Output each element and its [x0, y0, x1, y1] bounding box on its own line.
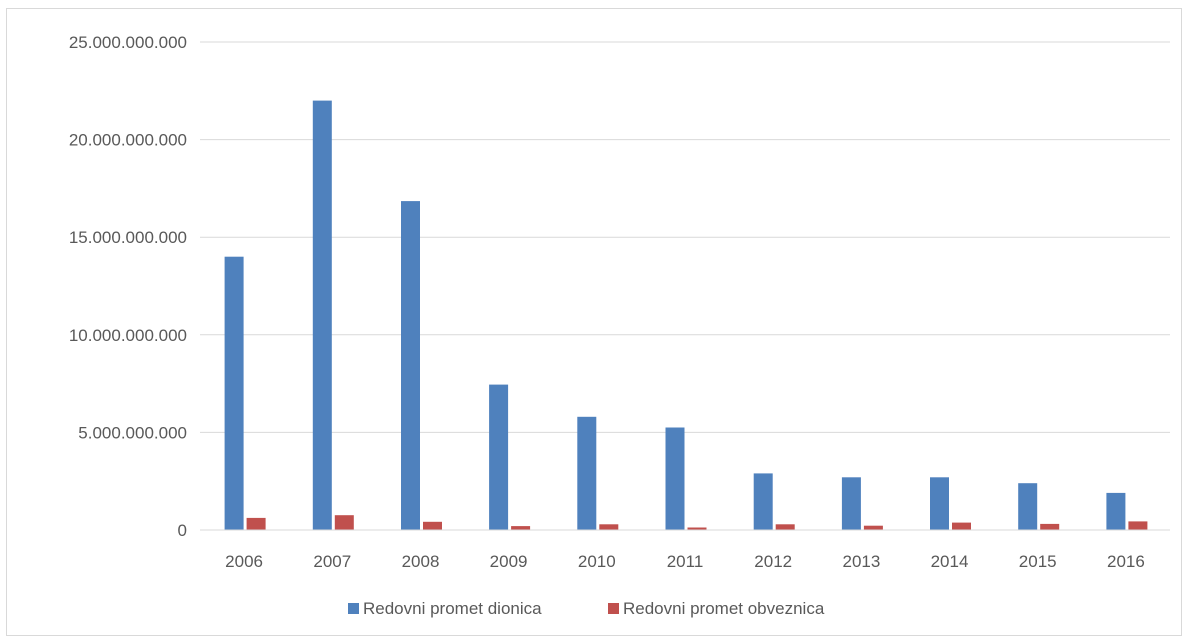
bar-dionica-2014: [930, 477, 949, 530]
x-tick-label: 2015: [1019, 552, 1057, 571]
x-tick-label: 2009: [490, 552, 528, 571]
x-tick-label: 2008: [402, 552, 440, 571]
chart-frame: [6, 8, 1182, 636]
y-tick-label: 20.000.000.000: [69, 131, 187, 150]
bar-obveznica-2011: [687, 527, 707, 530]
bar-dionica-2007: [312, 100, 332, 530]
x-tick-label: 2012: [754, 552, 792, 571]
y-axis-tick-labels: 0 5.000.000.000 10.000.000.000 15.000.000.0…: [69, 33, 187, 540]
bar-obveznica-2014: [952, 522, 971, 530]
bar-dionica-2009: [489, 384, 509, 530]
x-tick-label: 2010: [578, 552, 616, 571]
x-tick-label: 2014: [931, 552, 969, 571]
bar-dionica-2016: [1106, 492, 1126, 530]
x-tick-label: 2006: [225, 552, 263, 571]
y-tick-label: 0: [178, 521, 187, 540]
y-tick-label: 25.000.000.000: [69, 33, 187, 52]
bar-dionica-2015: [1018, 483, 1038, 530]
bar-obveznica-2015: [1040, 523, 1060, 530]
bar-dionica-2008: [401, 201, 420, 530]
bar-dionica-2010: [577, 416, 597, 530]
bar-obveznica-2013: [863, 525, 883, 530]
gridlines: [200, 41, 1170, 433]
legend-label: Redovni promet obveznica: [623, 599, 825, 618]
bar-dionica-2006: [224, 256, 244, 530]
x-tick-label: 2016: [1107, 552, 1145, 571]
legend-swatch: [608, 603, 619, 614]
bar-obveznica-2009: [511, 526, 531, 530]
legend: Redovni promet dionica Redovni promet obv…: [348, 599, 825, 618]
bar-obveznica-2008: [423, 521, 442, 530]
bars: [224, 100, 1148, 530]
x-tick-label: 2011: [667, 552, 704, 571]
y-tick-label: 5.000.000.000: [78, 423, 187, 442]
bar-dionica-2012: [753, 473, 773, 530]
x-tick-label: 2013: [842, 552, 880, 571]
x-tick-label: 2007: [313, 552, 351, 571]
legend-label: Redovni promet dionica: [363, 599, 542, 618]
bar-dionica-2011: [665, 427, 685, 530]
bar-obveznica-2016: [1128, 521, 1148, 530]
bar-obveznica-2007: [334, 515, 354, 530]
legend-swatch: [348, 603, 359, 614]
bar-obveznica-2006: [246, 517, 266, 530]
y-tick-label: 15.000.000.000: [69, 228, 187, 247]
bar-obveznica-2010: [599, 524, 619, 530]
bar-obveznica-2012: [775, 524, 795, 530]
bar-dionica-2013: [841, 477, 861, 530]
x-axis-tick-labels: 2006 2007 2008 2009 2010 2011 2012 2013 2014 2015…: [225, 552, 1145, 571]
y-tick-label: 10.000.000.000: [69, 326, 187, 345]
